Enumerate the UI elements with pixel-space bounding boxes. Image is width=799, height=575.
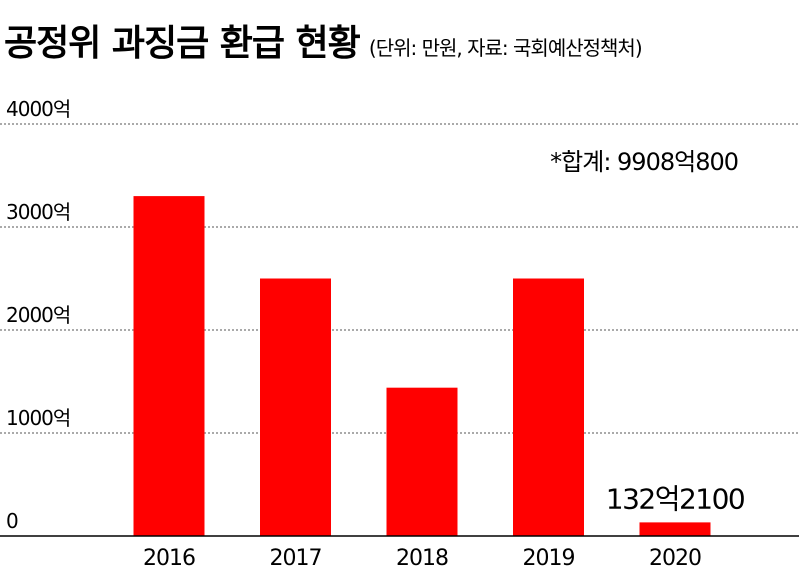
bar-2020 bbox=[639, 522, 711, 536]
bar-2019 bbox=[513, 278, 584, 536]
chart-subtitle: (단위: 만원, 자료: 국회예산정책처) bbox=[368, 36, 643, 60]
bar-2017 bbox=[260, 278, 331, 536]
total-annotation: *합계: 9908억800 bbox=[550, 148, 738, 176]
x-tick-label: 2020 bbox=[649, 546, 701, 571]
x-tick-labels: 2016 2017 2018 2019 2020 bbox=[143, 546, 702, 571]
grid-lines bbox=[0, 123, 799, 434]
y-tick-labels: 0 1000억 2000억 3000억 4000억 bbox=[6, 97, 71, 533]
bar-2016 bbox=[133, 196, 205, 536]
chart-title: 공정위 과징금 환급 현황 bbox=[4, 23, 361, 64]
y-tick-label: 3000억 bbox=[6, 200, 70, 224]
x-tick-label: 2018 bbox=[396, 546, 448, 571]
y-tick-label: 1000억 bbox=[6, 406, 70, 430]
x-tick-label: 2017 bbox=[270, 546, 322, 571]
x-tick-label: 2016 bbox=[143, 546, 195, 571]
chart-title-row: 공정위 과징금 환급 현황 (단위: 만원, 자료: 국회예산정책처) bbox=[4, 14, 643, 66]
bars bbox=[133, 196, 711, 536]
bar-2018 bbox=[386, 387, 458, 536]
data-labels: 132억2100 bbox=[606, 482, 746, 515]
data-label-2020: 132억2100 bbox=[606, 482, 744, 515]
x-tick-label: 2019 bbox=[523, 546, 575, 571]
y-tick-label: 2000억 bbox=[6, 303, 70, 327]
y-tick-label: 4000억 bbox=[6, 97, 70, 121]
y-tick-label: 0 bbox=[6, 509, 18, 533]
